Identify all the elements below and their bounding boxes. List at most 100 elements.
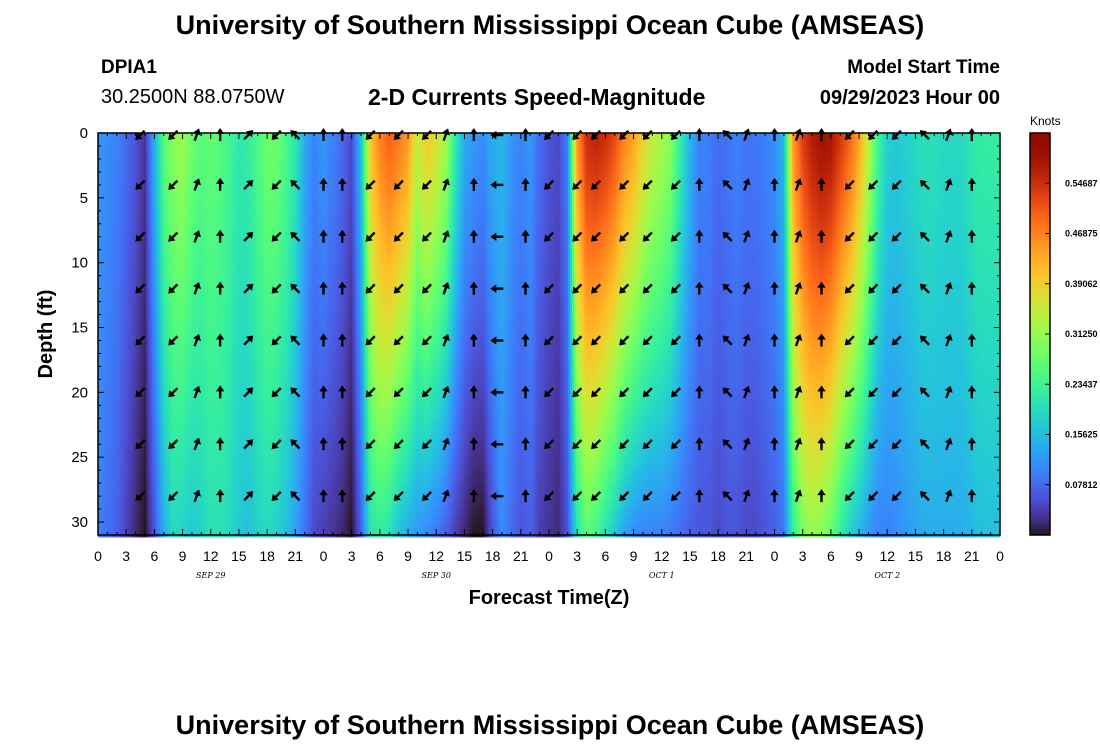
heatmap-cell	[118, 229, 121, 234]
heatmap-cell	[118, 165, 121, 170]
heatmap-cell	[134, 141, 137, 146]
heatmap-cell	[120, 149, 123, 154]
heatmap-cell	[118, 257, 121, 262]
heatmap-cell	[100, 309, 103, 314]
heatmap-cell	[130, 241, 133, 246]
heatmap-cell	[130, 389, 133, 394]
heatmap-cell	[122, 497, 125, 502]
heatmap-cell	[126, 169, 129, 174]
heatmap-cell	[128, 181, 131, 186]
heatmap-cell	[130, 321, 133, 326]
heatmap-cell	[118, 289, 121, 294]
heatmap-cell	[132, 329, 135, 334]
heatmap-cell	[126, 177, 129, 182]
heatmap-cell	[126, 477, 129, 482]
heatmap-cell	[116, 149, 119, 154]
heatmap-cell	[132, 245, 135, 250]
heatmap-cell	[112, 229, 115, 234]
heatmap-cell	[118, 157, 121, 162]
heatmap-cell	[112, 529, 115, 534]
heatmap-cell	[130, 189, 133, 194]
heatmap-cell	[124, 177, 127, 182]
heatmap-cell	[122, 401, 125, 406]
heatmap-cell	[102, 177, 105, 182]
heatmap-cell	[118, 253, 121, 258]
heatmap-cell	[100, 169, 103, 174]
heatmap-cell	[130, 497, 133, 502]
heatmap-cell	[108, 193, 111, 198]
heatmap-cell	[122, 405, 125, 410]
heatmap-cell	[126, 333, 129, 338]
heatmap-cell	[122, 433, 125, 438]
heatmap-cell	[120, 273, 123, 278]
heatmap-cell	[132, 209, 135, 214]
heatmap-cell	[100, 201, 103, 206]
heatmap-cell	[126, 153, 129, 158]
heatmap-cell	[98, 261, 101, 266]
heatmap-cell	[130, 285, 133, 290]
heatmap-cell	[128, 337, 131, 342]
heatmap-cell	[128, 489, 131, 494]
heatmap-cell	[114, 381, 117, 386]
heatmap-cell	[100, 345, 103, 350]
heatmap-cell	[120, 197, 123, 202]
heatmap-cell	[124, 133, 127, 138]
heatmap-cell	[132, 469, 135, 474]
heatmap-cell	[130, 457, 133, 462]
heatmap-cell	[98, 173, 101, 178]
heatmap-cell	[122, 217, 125, 222]
heatmap-cell	[98, 333, 101, 338]
heatmap-cell	[108, 149, 111, 154]
heatmap-cell	[104, 461, 107, 466]
heatmap-cell	[128, 521, 131, 526]
heatmap-cell	[100, 513, 103, 518]
heatmap-cell	[104, 181, 107, 186]
heatmap-cell	[118, 409, 121, 414]
heatmap-cell	[132, 433, 135, 438]
heatmap-cell	[128, 245, 131, 250]
heatmap-cell	[108, 505, 111, 510]
heatmap-cell	[104, 457, 107, 462]
heatmap-cell	[120, 425, 123, 430]
heatmap-cell	[118, 261, 121, 266]
heatmap-cell	[110, 293, 113, 298]
heatmap-cell	[124, 301, 127, 306]
heatmap-cell	[130, 281, 133, 286]
heatmap-cell	[126, 481, 129, 486]
heatmap-cell	[128, 525, 131, 530]
heatmap-cell	[108, 305, 111, 310]
heatmap-cell	[100, 525, 103, 530]
heatmap-cell	[106, 425, 109, 430]
heatmap-cell	[118, 177, 121, 182]
heatmap-cell	[102, 261, 105, 266]
heatmap-cell	[132, 185, 135, 190]
heatmap-cell	[108, 365, 111, 370]
heatmap-cell	[128, 485, 131, 490]
heatmap-cell	[108, 461, 111, 466]
heatmap-cell	[102, 165, 105, 170]
heatmap-cell	[130, 257, 133, 262]
heatmap-cell	[116, 493, 119, 498]
heatmap-cell	[116, 205, 119, 210]
heatmap-cell	[130, 469, 133, 474]
heatmap-cell	[110, 137, 113, 142]
heatmap-cell	[106, 313, 109, 318]
heatmap-cell	[98, 241, 101, 246]
heatmap-cell	[120, 433, 123, 438]
heatmap-cell	[120, 269, 123, 274]
heatmap-cell	[124, 489, 127, 494]
heatmap-cell	[122, 353, 125, 358]
heatmap-cell	[132, 277, 135, 282]
heatmap-cell	[124, 309, 127, 314]
heatmap-cell	[104, 413, 107, 418]
heatmap-cell	[126, 397, 129, 402]
heatmap-cell	[120, 189, 123, 194]
heatmap-cell	[110, 345, 113, 350]
heatmap-cell	[100, 253, 103, 258]
heatmap-cell	[120, 405, 123, 410]
heatmap-cell	[132, 373, 135, 378]
heatmap-cell	[106, 501, 109, 506]
heatmap-cell	[102, 521, 105, 526]
heatmap-cell	[118, 353, 121, 358]
heatmap-cell	[110, 221, 113, 226]
